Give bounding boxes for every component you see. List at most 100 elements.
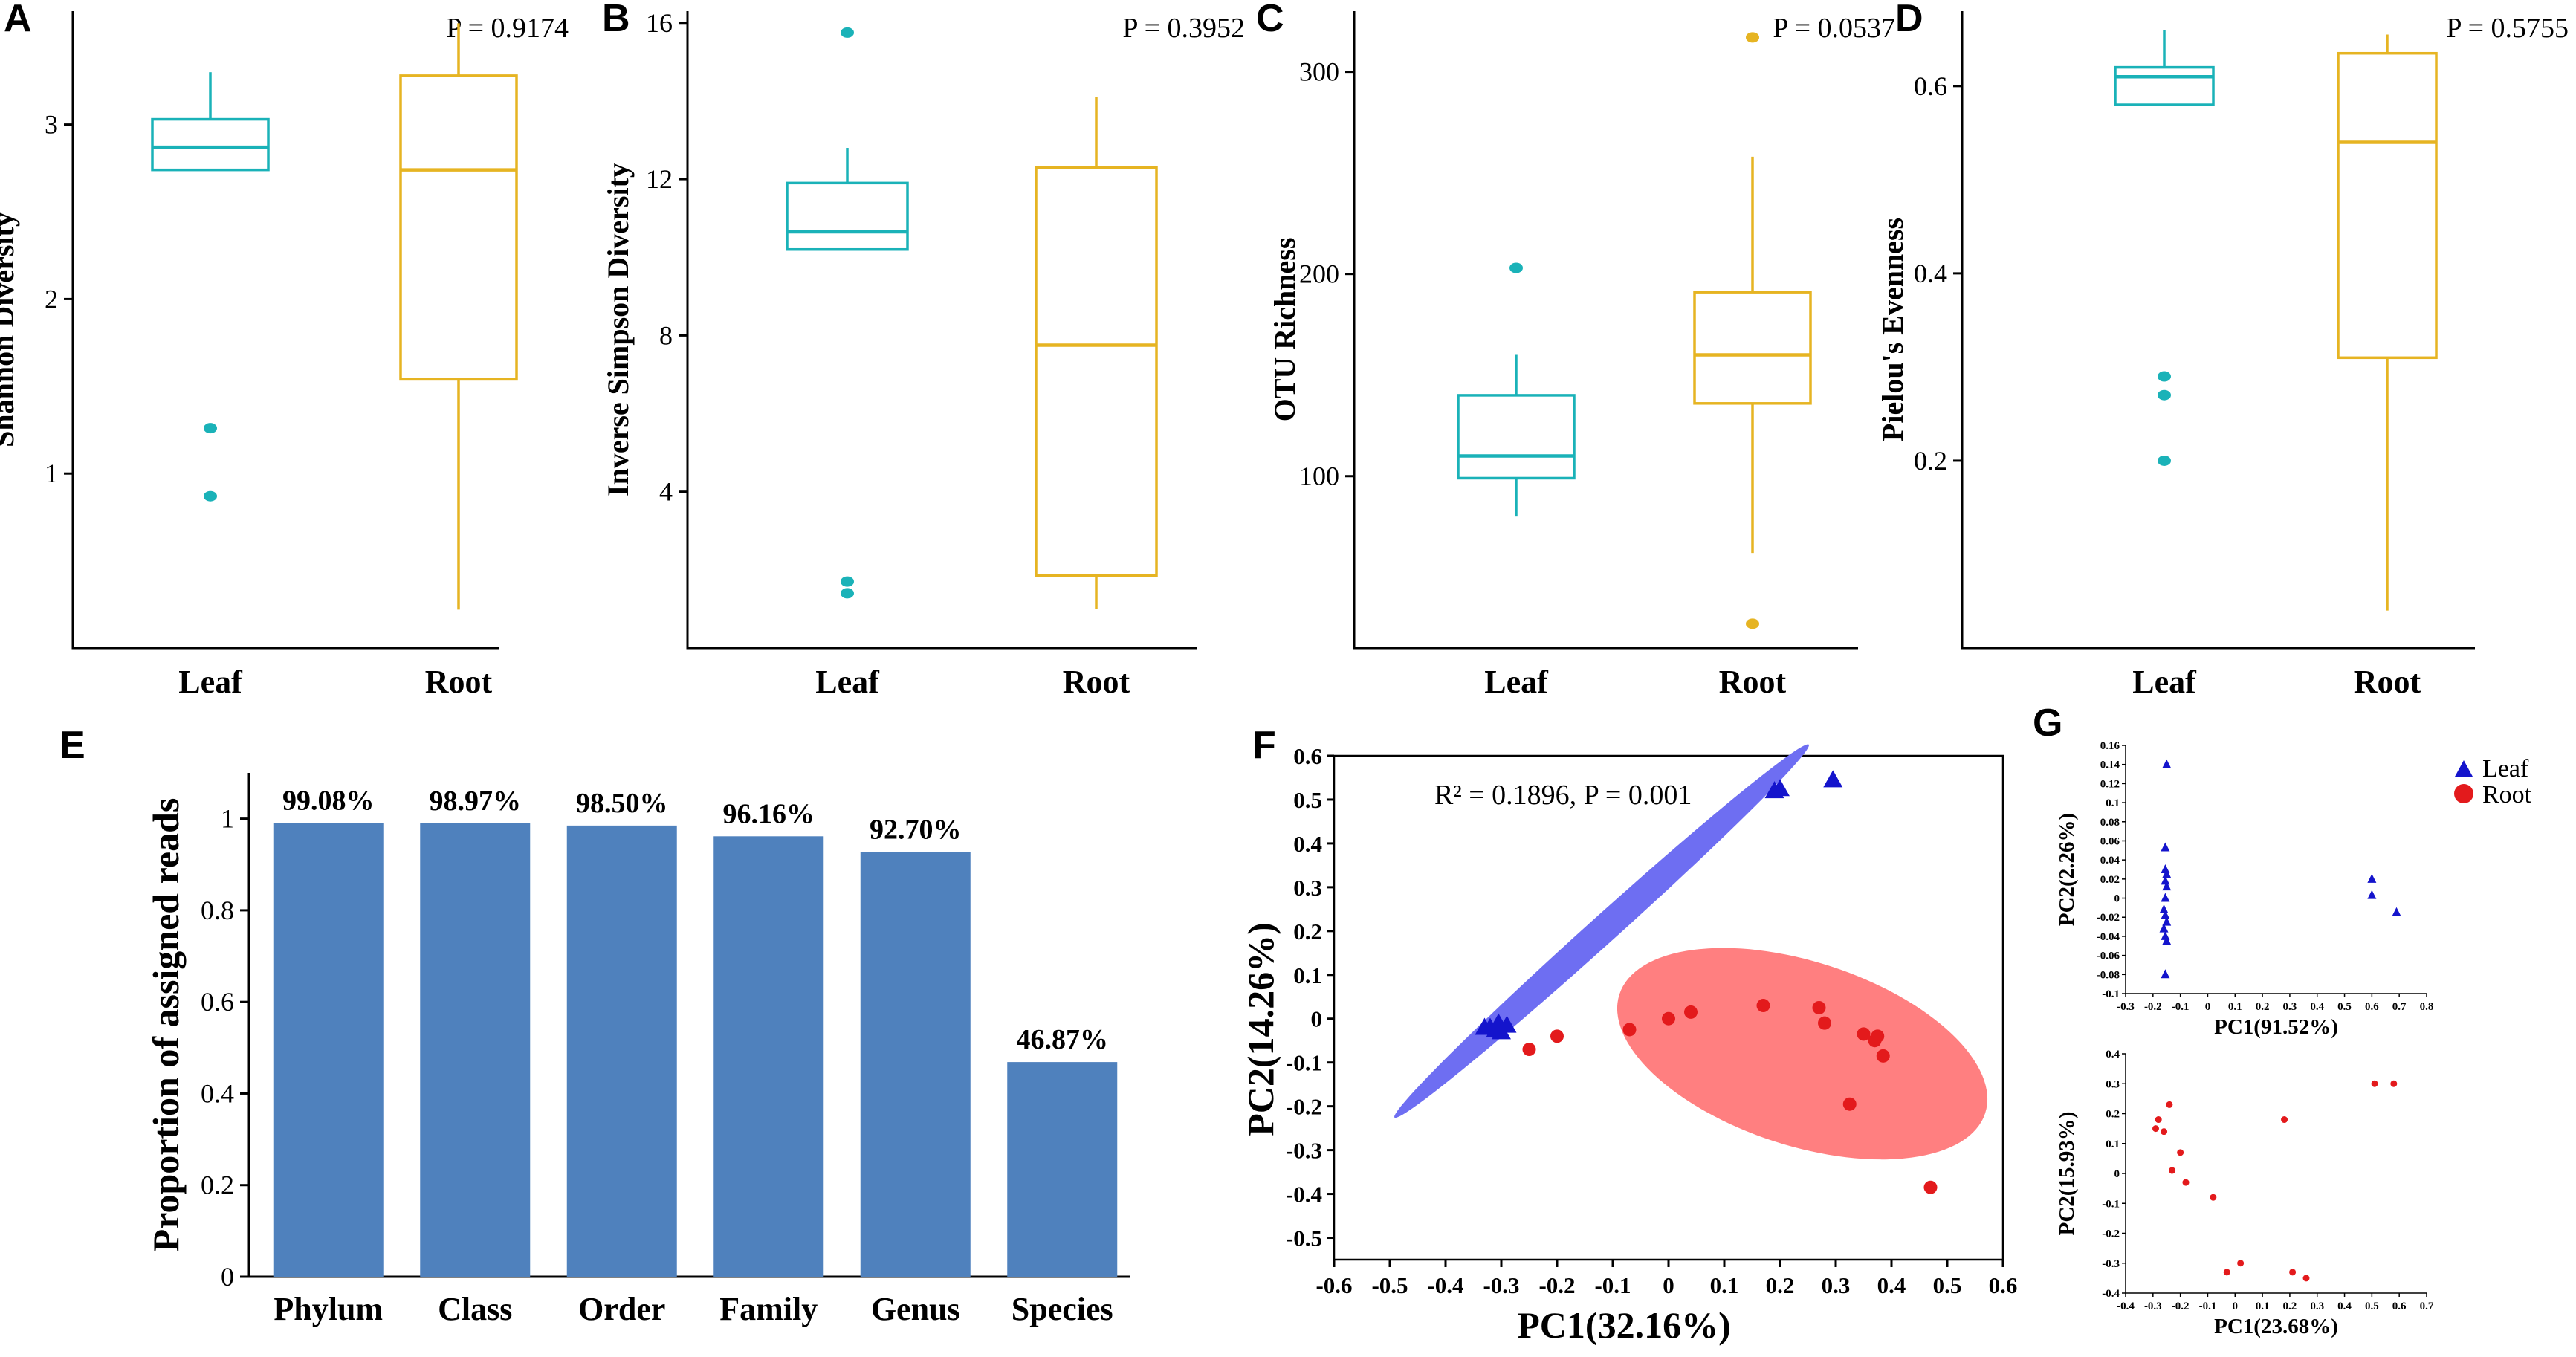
root-point xyxy=(2223,1269,2230,1276)
root-point xyxy=(1842,1097,1857,1111)
x-tick-label: -0.2 xyxy=(2144,1001,2162,1013)
leaf-point xyxy=(1489,1013,1509,1031)
x-tick-label: -0.2 xyxy=(2172,1301,2190,1312)
leaf-point xyxy=(2162,759,2172,768)
y-tick-label: -0.04 xyxy=(2097,931,2120,943)
leaf-point xyxy=(2162,916,2172,926)
y-tick-label: 0.06 xyxy=(2100,835,2120,847)
leaf-point xyxy=(2161,842,2170,852)
x-tick-label: 0 xyxy=(2205,1001,2211,1013)
root-point xyxy=(1622,1023,1637,1037)
x-category-label: Family xyxy=(719,1291,818,1327)
y-tick-label: 12 xyxy=(646,164,673,194)
y-tick-label: 0 xyxy=(221,1262,234,1292)
root-point xyxy=(1756,999,1770,1013)
y-axis-label: Shannon Diversity xyxy=(0,212,20,447)
outlier-point xyxy=(2158,389,2171,401)
root-point xyxy=(2302,1275,2310,1282)
leaf-point xyxy=(2161,875,2170,885)
leaf-point xyxy=(2162,881,2172,891)
y-tick-label: 1 xyxy=(45,459,58,488)
x-tick-label: -0.2 xyxy=(1538,1272,1575,1298)
y-tick-label: -0.06 xyxy=(2097,950,2120,962)
outlier-point xyxy=(1746,618,1759,629)
x-tick-label: 0.5 xyxy=(2337,1001,2352,1013)
p-value-annotation: P = 0.9174 xyxy=(446,13,569,44)
y-tick-label: 16 xyxy=(646,8,673,38)
x-tick-label: 0.3 xyxy=(2310,1301,2324,1312)
axis-frame xyxy=(686,11,1197,650)
box-iqr xyxy=(399,74,518,381)
x-tick-label: 0.4 xyxy=(2337,1301,2352,1312)
leaf-point xyxy=(1770,779,1790,797)
root-point xyxy=(2289,1269,2297,1276)
axis-frame xyxy=(1961,11,2475,650)
outlier-point xyxy=(204,423,217,434)
bar-data-label: 46.87% xyxy=(1017,1024,1109,1055)
legend-root-label: Root xyxy=(2482,781,2532,809)
outlier-point xyxy=(841,576,854,587)
x-category-label: Root xyxy=(425,664,493,700)
y-tick-label: -0.3 xyxy=(1286,1138,1322,1164)
y-axis-label: Proportion of assigned reads xyxy=(145,798,187,1252)
box-iqr xyxy=(151,117,270,172)
axis-frame xyxy=(2125,745,2427,994)
bar-data-label: 96.16% xyxy=(723,798,815,829)
bar xyxy=(713,836,824,1277)
outlier-point xyxy=(1746,32,1759,43)
root-point xyxy=(1876,1049,1890,1063)
panel-letter-d: D xyxy=(1895,0,1923,40)
leaf-point xyxy=(2159,923,2169,933)
root-point xyxy=(1522,1043,1536,1057)
y-tick-label: -0.5 xyxy=(1286,1225,1322,1251)
root-point xyxy=(1923,1180,1938,1194)
bar xyxy=(1007,1062,1118,1277)
leaf-point xyxy=(2392,907,2401,916)
x-tick-label: 0.1 xyxy=(1710,1272,1739,1298)
root-confidence-ellipse xyxy=(1617,948,1988,1160)
y-tick-label: -0.2 xyxy=(1286,1094,1322,1120)
leaf-point xyxy=(2162,936,2172,945)
box-iqr xyxy=(2337,51,2438,360)
p-value-annotation: P = 0.3952 xyxy=(1122,13,1245,44)
bar xyxy=(273,823,384,1277)
x-tick-label: 0 xyxy=(2233,1301,2239,1312)
y-tick-label: 0.12 xyxy=(2100,778,2120,790)
bar xyxy=(420,823,531,1277)
root-point xyxy=(2169,1167,2176,1174)
root-point xyxy=(2237,1260,2245,1267)
inverse-simpson-box-chart: 4 8 12 16 Inverse Simpson Diversity P = 0.395… xyxy=(601,8,1245,700)
axis-frame xyxy=(71,11,499,650)
x-tick-label: 0 xyxy=(1663,1272,1674,1298)
axis-frame xyxy=(1353,11,1858,650)
y-tick-label: 0 xyxy=(2114,893,2120,905)
box-iqr xyxy=(786,181,909,251)
y-tick-label: 0.4 xyxy=(1914,259,1947,288)
leaf-point xyxy=(2162,869,2172,878)
x-tick-label: 0.2 xyxy=(2256,1001,2270,1013)
y-tick-label: -0.1 xyxy=(2102,1198,2120,1210)
y-tick-label: 0.16 xyxy=(2100,740,2120,752)
shannon-box-chart: 1 2 3 Shannon Diversity P = 0.9174 Leaf Root xyxy=(0,11,569,700)
x-category-label: Leaf xyxy=(815,664,880,700)
leaf-point xyxy=(2161,910,2170,919)
root-point xyxy=(2390,1080,2398,1087)
outlier-point xyxy=(1509,262,1523,273)
root-point xyxy=(2182,1179,2190,1186)
y-tick-label: 0.6 xyxy=(1914,71,1947,101)
x-tick-label: -0.1 xyxy=(2172,1001,2190,1013)
x-tick-label: 0.3 xyxy=(2283,1001,2297,1013)
y-tick-label: 0 xyxy=(2114,1168,2120,1180)
y-tick-label: 1 xyxy=(221,804,234,834)
leaf-point xyxy=(2161,969,2170,979)
x-tick-label: -0.3 xyxy=(2117,1001,2135,1013)
y-tick-label: -0.02 xyxy=(2097,912,2120,924)
x-tick-label: 0.6 xyxy=(2365,1001,2379,1013)
y-tick-label: 0.1 xyxy=(2106,797,2120,809)
x-tick-label: 0.5 xyxy=(1933,1272,1962,1298)
y-tick-label: 8 xyxy=(659,320,673,350)
y-tick-label: 100 xyxy=(1299,461,1339,491)
y-axis-label: Inverse Simpson Diversity xyxy=(601,163,635,496)
root-point xyxy=(2166,1101,2173,1108)
x-tick-label: 0.8 xyxy=(2420,1001,2434,1013)
